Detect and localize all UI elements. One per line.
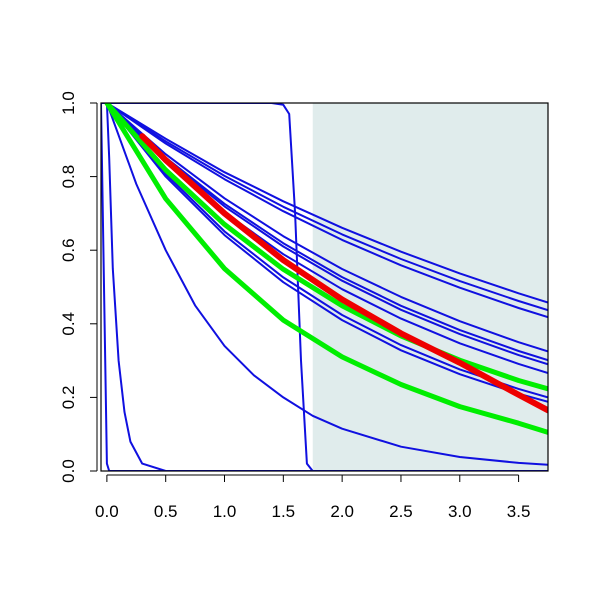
y-tick-label-5: 1.0	[59, 91, 78, 115]
series-line-15	[104, 103, 548, 435]
y-tick-label-4: 0.8	[59, 165, 78, 189]
series-line-9	[105, 103, 548, 362]
series-line-3	[105, 103, 548, 466]
x-tick-label-5: 2.5	[389, 502, 413, 521]
y-tick-label-3: 0.6	[59, 238, 78, 262]
y-axis: 0.0 0.2 0.4 0.6 0.8 1.0	[59, 91, 98, 483]
series-line-8	[105, 103, 548, 353]
x-tick-label-4: 2.0	[330, 502, 354, 521]
x-tick-label-1: 0.5	[154, 502, 178, 521]
series-line-16	[139, 133, 548, 414]
x-tick-label-2: 1.0	[213, 502, 237, 521]
series-line-1	[101, 103, 548, 471]
series-layer	[101, 103, 548, 471]
x-tick-label-6: 3.0	[448, 502, 472, 521]
x-axis: 0.0 0.5 1.0 1.5 2.0 2.5 3.0 3.5	[95, 474, 531, 521]
plot-frame	[100, 102, 549, 472]
series-line-5	[105, 103, 548, 304]
x-tick-label-3: 1.5	[272, 502, 296, 521]
x-tick-label-0: 0.0	[95, 502, 119, 521]
x-tick-label-7: 3.5	[507, 502, 531, 521]
series-line-6	[105, 103, 548, 312]
series-line-2	[105, 103, 548, 471]
y-tick-label-2: 0.4	[59, 312, 78, 336]
shaded-region	[312, 103, 548, 471]
y-tick-label-1: 0.2	[59, 386, 78, 410]
series-line-14	[104, 103, 548, 392]
series-line-7	[105, 103, 548, 319]
y-tick-label-0: 0.0	[59, 459, 78, 483]
